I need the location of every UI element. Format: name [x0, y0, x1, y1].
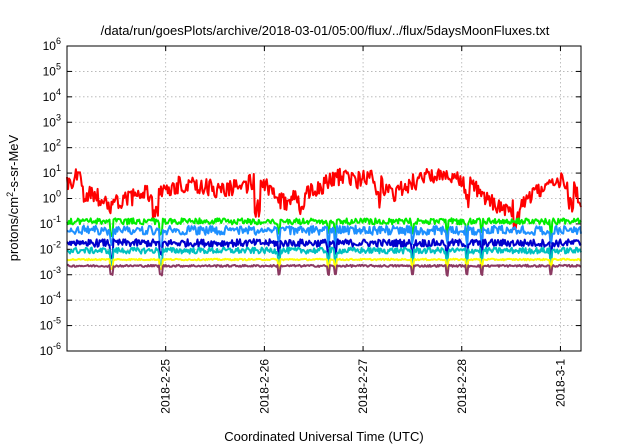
- y-tick-exponent: 3: [56, 112, 61, 122]
- y-tick-base: 10: [40, 319, 54, 333]
- y-axis-label-rest: -s-sr-MeV: [6, 134, 21, 191]
- y-tick-base: 10: [40, 293, 54, 307]
- y-tick-exponent: -2: [53, 239, 61, 249]
- y-tick-base: 10: [43, 115, 57, 129]
- y-tick-exponent: -6: [53, 341, 61, 351]
- y-tick-label: 10-1: [40, 214, 61, 231]
- y-tick-base: 10: [43, 166, 57, 180]
- y-tick-label: 105: [43, 61, 61, 78]
- y-tick-label: 10-4: [40, 290, 61, 307]
- y-tick-label: 101: [43, 163, 61, 180]
- y-tick-exponent: 6: [56, 36, 61, 46]
- plot-frame: [66, 45, 582, 352]
- y-tick-base: 10: [40, 242, 54, 256]
- y-tick-exponent: -4: [53, 290, 61, 300]
- series-line: [66, 217, 582, 238]
- y-tick-base: 10: [40, 217, 54, 231]
- series-line: [66, 167, 582, 231]
- x-tick-label: 2018-2-28: [455, 359, 469, 414]
- x-tick-label: 2018-3-1: [553, 359, 567, 407]
- y-tick-base: 10: [43, 192, 57, 206]
- y-tick-label: 10-5: [40, 316, 61, 333]
- y-tick-base: 10: [43, 90, 57, 104]
- x-tick-label: 2018-2-26: [257, 359, 271, 414]
- y-tick-exponent: 0: [56, 189, 61, 199]
- y-tick-labels: 10-610-510-410-310-210-11001011021031041…: [40, 36, 61, 358]
- y-tick-base: 10: [40, 344, 54, 358]
- y-tick-label: 106: [43, 36, 61, 53]
- y-tick-label: 102: [43, 138, 61, 155]
- y-tick-label: 104: [43, 87, 61, 104]
- y-tick-label: 100: [43, 189, 61, 206]
- series-line: [66, 238, 582, 261]
- y-axis-label-sup: 2: [5, 192, 15, 197]
- series-line: [66, 246, 582, 267]
- y-tick-exponent: 1: [56, 163, 61, 173]
- series-line: [66, 257, 582, 271]
- y-tick-label: 10-3: [40, 265, 61, 282]
- y-tick-exponent: -5: [53, 316, 61, 326]
- y-tick-base: 10: [40, 268, 54, 282]
- y-tick-label: 10-2: [40, 239, 61, 256]
- y-tick-label: 10-6: [40, 341, 61, 358]
- y-tick-exponent: 5: [56, 61, 61, 71]
- y-axis-label-main: protons/cm: [6, 197, 21, 261]
- y-tick-exponent: -3: [53, 265, 61, 275]
- y-axis-label: protons/cm2-s-sr-MeV: [5, 134, 21, 261]
- x-tick-label: 2018-2-27: [356, 359, 370, 414]
- y-tick-base: 10: [43, 39, 57, 53]
- y-tick-exponent: 4: [56, 87, 61, 97]
- y-tick-base: 10: [43, 64, 57, 78]
- x-tick-label: 2018-2-25: [159, 359, 173, 414]
- y-tick-base: 10: [43, 141, 57, 155]
- x-axis-label: Coordinated Universal Time (UTC): [224, 429, 423, 444]
- chart-title: /data/run/goesPlots/archive/2018-03-01/0…: [101, 23, 550, 38]
- y-tick-label: 103: [43, 112, 61, 129]
- x-tick-labels: 2018-2-25 2018-2-26 2018-2-27 2018-2-28 2018…: [159, 359, 568, 414]
- series-line: [66, 224, 582, 249]
- y-tick-exponent: -1: [53, 214, 61, 224]
- series-line: [66, 263, 582, 277]
- series-group: [66, 167, 582, 277]
- y-tick-exponent: 2: [56, 138, 61, 148]
